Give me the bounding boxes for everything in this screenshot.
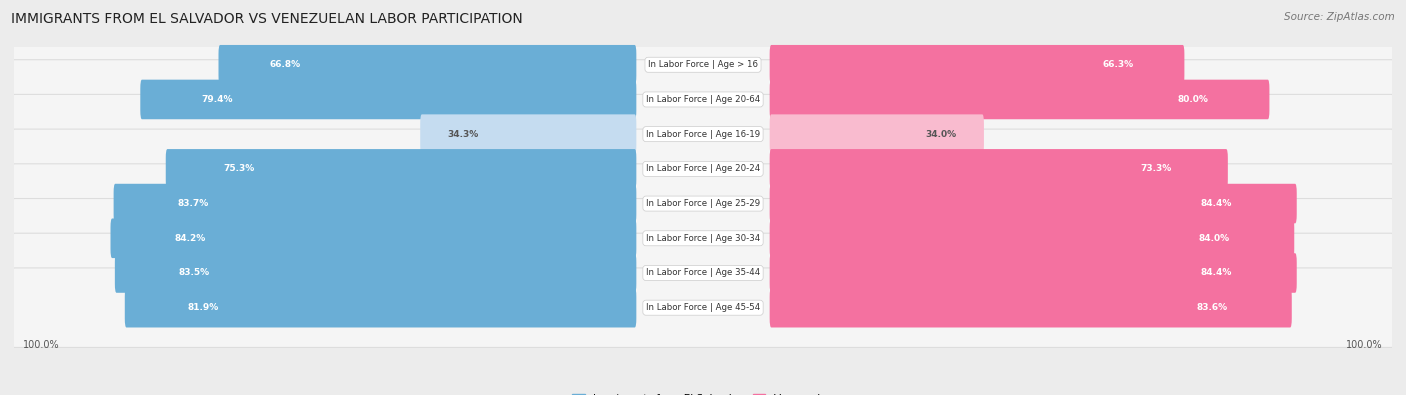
Text: 34.3%: 34.3% [447, 130, 478, 139]
Text: In Labor Force | Age 35-44: In Labor Force | Age 35-44 [645, 269, 761, 277]
Text: 100.0%: 100.0% [24, 340, 60, 350]
Text: In Labor Force | Age 16-19: In Labor Force | Age 16-19 [645, 130, 761, 139]
FancyBboxPatch shape [769, 80, 1270, 119]
FancyBboxPatch shape [11, 233, 1395, 313]
Text: 100.0%: 100.0% [1346, 340, 1382, 350]
Text: 84.0%: 84.0% [1199, 234, 1230, 243]
FancyBboxPatch shape [125, 288, 637, 327]
Text: In Labor Force | Age 20-64: In Labor Force | Age 20-64 [645, 95, 761, 104]
FancyBboxPatch shape [111, 218, 637, 258]
FancyBboxPatch shape [11, 164, 1395, 243]
Text: 84.2%: 84.2% [174, 234, 207, 243]
Text: 73.3%: 73.3% [1140, 164, 1171, 173]
FancyBboxPatch shape [769, 149, 1227, 189]
FancyBboxPatch shape [769, 184, 1296, 223]
FancyBboxPatch shape [166, 149, 637, 189]
Text: 79.4%: 79.4% [201, 95, 232, 104]
Text: 80.0%: 80.0% [1177, 95, 1208, 104]
FancyBboxPatch shape [769, 218, 1295, 258]
FancyBboxPatch shape [769, 288, 1292, 327]
Text: 84.4%: 84.4% [1201, 199, 1232, 208]
Text: 83.6%: 83.6% [1197, 303, 1227, 312]
FancyBboxPatch shape [769, 253, 1296, 293]
Text: 83.7%: 83.7% [177, 199, 209, 208]
FancyBboxPatch shape [11, 268, 1395, 348]
FancyBboxPatch shape [11, 60, 1395, 139]
FancyBboxPatch shape [115, 253, 637, 293]
Legend: Immigrants from El Salvador, Venezuelan: Immigrants from El Salvador, Venezuelan [568, 390, 838, 395]
Text: Source: ZipAtlas.com: Source: ZipAtlas.com [1284, 12, 1395, 22]
Text: 66.8%: 66.8% [270, 60, 301, 69]
FancyBboxPatch shape [420, 115, 637, 154]
Text: In Labor Force | Age 25-29: In Labor Force | Age 25-29 [645, 199, 761, 208]
Text: 81.9%: 81.9% [187, 303, 219, 312]
Text: In Labor Force | Age 30-34: In Labor Force | Age 30-34 [645, 234, 761, 243]
FancyBboxPatch shape [11, 199, 1395, 278]
Text: 34.0%: 34.0% [927, 130, 957, 139]
FancyBboxPatch shape [11, 94, 1395, 174]
FancyBboxPatch shape [141, 80, 637, 119]
FancyBboxPatch shape [218, 45, 637, 85]
Text: In Labor Force | Age > 16: In Labor Force | Age > 16 [648, 60, 758, 69]
FancyBboxPatch shape [11, 25, 1395, 105]
FancyBboxPatch shape [114, 184, 637, 223]
Text: 83.5%: 83.5% [179, 269, 209, 277]
Text: 66.3%: 66.3% [1102, 60, 1133, 69]
Text: IMMIGRANTS FROM EL SALVADOR VS VENEZUELAN LABOR PARTICIPATION: IMMIGRANTS FROM EL SALVADOR VS VENEZUELA… [11, 12, 523, 26]
FancyBboxPatch shape [11, 129, 1395, 209]
Text: 84.4%: 84.4% [1201, 269, 1232, 277]
Text: In Labor Force | Age 20-24: In Labor Force | Age 20-24 [645, 164, 761, 173]
Text: 75.3%: 75.3% [224, 164, 254, 173]
FancyBboxPatch shape [769, 45, 1184, 85]
Text: In Labor Force | Age 45-54: In Labor Force | Age 45-54 [645, 303, 761, 312]
FancyBboxPatch shape [769, 115, 984, 154]
